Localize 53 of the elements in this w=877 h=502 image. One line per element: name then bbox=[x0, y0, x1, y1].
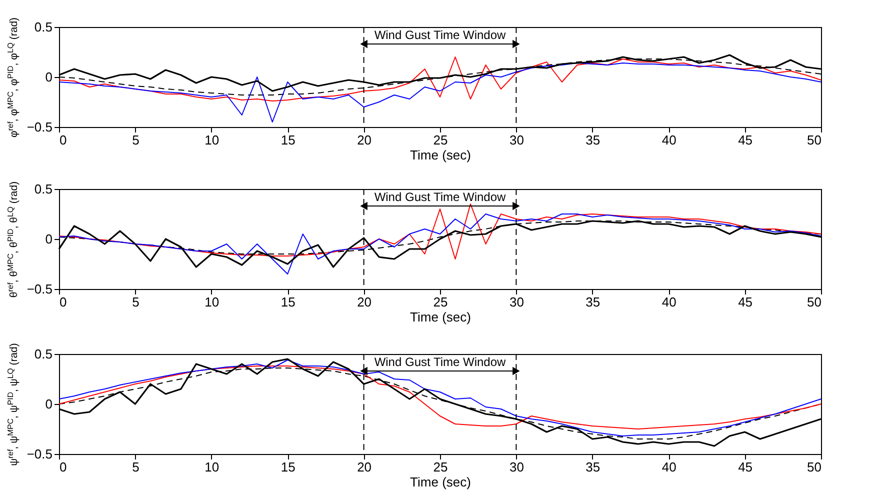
x-tick-label: 20 bbox=[357, 460, 372, 474]
x-tick-label: 35 bbox=[586, 132, 600, 148]
y-tick-label: 0.5 bbox=[34, 346, 52, 362]
y-tick-label: 0.5 bbox=[34, 182, 52, 196]
x-tick-label: 25 bbox=[433, 460, 448, 474]
annotation: Wind Gust Time Window bbox=[374, 28, 506, 42]
x-axis-title: Time (sec) bbox=[410, 310, 471, 324]
y-tick-label: 0 bbox=[45, 396, 52, 412]
x-tick-label: 45 bbox=[738, 460, 753, 474]
line-series bbox=[58, 62, 822, 122]
x-tick-label: 5 bbox=[132, 132, 140, 148]
x-tick-label: 10 bbox=[204, 460, 220, 474]
x-tick-label: 0 bbox=[60, 460, 67, 474]
x-tick-label: 50 bbox=[807, 294, 822, 310]
y-tick-label: −0.5 bbox=[26, 446, 52, 462]
x-tick-label: 40 bbox=[662, 132, 676, 148]
x-tick-label: 15 bbox=[280, 132, 296, 148]
x-tick-label: 30 bbox=[509, 132, 524, 148]
y-tick-label: −0.5 bbox=[26, 282, 52, 296]
x-tick-label: 30 bbox=[509, 294, 524, 310]
x-tick-label: 35 bbox=[586, 460, 600, 474]
x-tick-label: 10 bbox=[204, 132, 220, 148]
x-tick-label: 50 bbox=[807, 132, 822, 148]
y-tick-label: −0.5 bbox=[26, 120, 52, 134]
x-tick-label: 0 bbox=[60, 132, 67, 148]
x-tick-label: 5 bbox=[132, 460, 140, 474]
x-tick-label: 40 bbox=[662, 460, 676, 474]
x-tick-label: 0 bbox=[60, 294, 67, 310]
x-tick-label: 15 bbox=[280, 460, 296, 474]
line-series bbox=[58, 204, 822, 260]
y-tick-label: 0 bbox=[45, 232, 52, 246]
line-series bbox=[58, 214, 822, 274]
annotation: Wind Gust Time Window bbox=[374, 190, 506, 204]
x-tick-label: 50 bbox=[807, 460, 822, 474]
x-tick-label: 10 bbox=[204, 294, 220, 310]
line-series bbox=[58, 366, 822, 430]
x-tick-label: 25 bbox=[433, 132, 448, 148]
x-tick-label: 20 bbox=[357, 294, 372, 310]
x-tick-label: 45 bbox=[738, 132, 753, 148]
x-tick-label: 30 bbox=[509, 460, 524, 474]
line-series bbox=[58, 56, 822, 102]
x-axis-title: Time (sec) bbox=[410, 148, 471, 162]
y-tick-label: 0.5 bbox=[34, 20, 52, 34]
x-tick-label: 35 bbox=[586, 294, 600, 310]
x-tick-label: 5 bbox=[132, 294, 140, 310]
annotation: Wind Gust Time Window bbox=[374, 355, 506, 369]
y-tick-label: 0 bbox=[45, 70, 52, 84]
x-tick-label: 40 bbox=[662, 294, 676, 310]
x-tick-label: 15 bbox=[280, 294, 296, 310]
x-tick-label: 45 bbox=[738, 294, 753, 310]
x-tick-label: 20 bbox=[357, 132, 372, 148]
x-tick-label: 25 bbox=[433, 294, 448, 310]
x-axis-title: Time (sec) bbox=[410, 474, 471, 490]
